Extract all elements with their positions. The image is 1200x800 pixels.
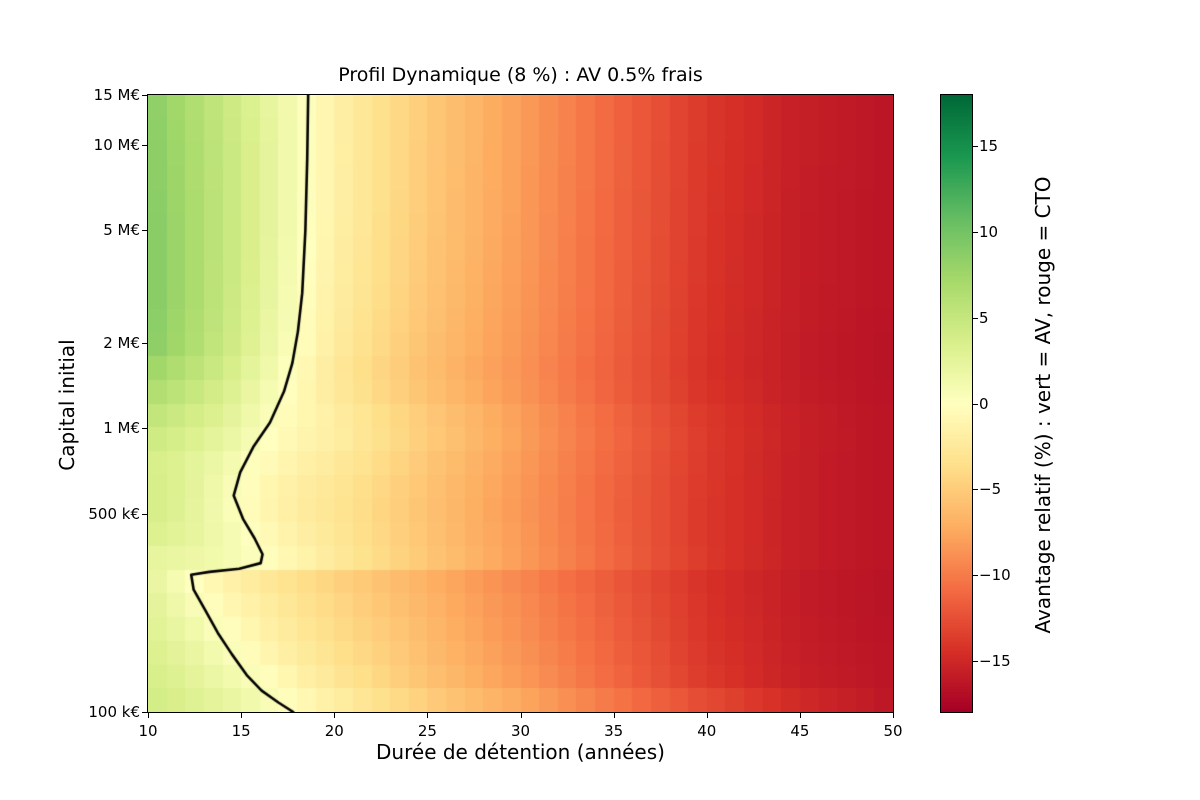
x-tick-label: 45 (790, 722, 810, 740)
y-tick-label: 15 M€ (93, 86, 140, 104)
colorbar-tick-mark (973, 317, 978, 319)
y-tick-label: 10 M€ (93, 135, 140, 154)
x-tick-mark (799, 713, 801, 718)
y-tick-mark (142, 144, 147, 146)
x-tick-label: 50 (883, 722, 903, 740)
x-tick-mark (613, 713, 615, 718)
y-tick-label: 2 M€ (103, 334, 140, 353)
colorbar-label: Avantage relatif (%) : vert = AV, rouge … (1031, 176, 1055, 634)
x-tick-mark (148, 713, 149, 718)
colorbar-tick-mark (973, 489, 978, 491)
x-axis-label: Durée de détention (années) (376, 740, 665, 764)
colorbar-tick-label: 10 (979, 223, 999, 242)
colorbar-tick-label: −5 (979, 480, 1002, 499)
colorbar-tick-mark (973, 232, 978, 234)
x-tick-label: 15 (231, 722, 251, 740)
y-tick-mark (142, 712, 147, 713)
x-tick-label: 35 (604, 722, 624, 740)
y-tick-mark (142, 513, 147, 515)
x-tick-label: 30 (510, 722, 531, 740)
y-tick-mark (142, 230, 147, 232)
colorbar-tick-label: 5 (979, 308, 989, 327)
colorbar-canvas (940, 94, 973, 713)
x-tick-label: 25 (417, 722, 437, 740)
y-tick-label: 500 k€ (88, 504, 140, 523)
x-tick-mark (334, 713, 336, 718)
x-tick-label: 20 (324, 722, 344, 740)
y-tick-label: 100 k€ (88, 703, 140, 721)
y-tick-label: 5 M€ (103, 221, 140, 240)
y-tick-mark (142, 95, 147, 96)
colorbar-tick-label: 0 (979, 394, 989, 413)
y-tick-label: 1 M€ (103, 419, 140, 438)
x-tick-label: 10 (138, 722, 158, 740)
colorbar-tick-mark (973, 403, 978, 405)
x-tick-mark (241, 713, 243, 718)
chart-title: Profil Dynamique (8 %) : AV 0.5% frais (338, 64, 703, 86)
y-tick-mark (142, 428, 147, 430)
colorbar-tick-label: −10 (979, 565, 1011, 584)
colorbar-tick-mark (973, 146, 978, 148)
y-axis-label: Capital initial (55, 339, 79, 471)
colorbar-tick-label: 15 (979, 137, 999, 156)
x-tick-mark (706, 713, 708, 718)
x-tick-mark (520, 713, 522, 718)
x-tick-mark (427, 713, 429, 718)
y-tick-mark (142, 343, 147, 345)
colorbar-tick-label: −15 (979, 651, 1011, 670)
colorbar-tick-mark (973, 574, 978, 576)
x-tick-mark (893, 713, 894, 718)
colorbar-tick-mark (973, 660, 978, 662)
heatmap-canvas (147, 94, 894, 713)
x-tick-label: 40 (697, 722, 717, 740)
